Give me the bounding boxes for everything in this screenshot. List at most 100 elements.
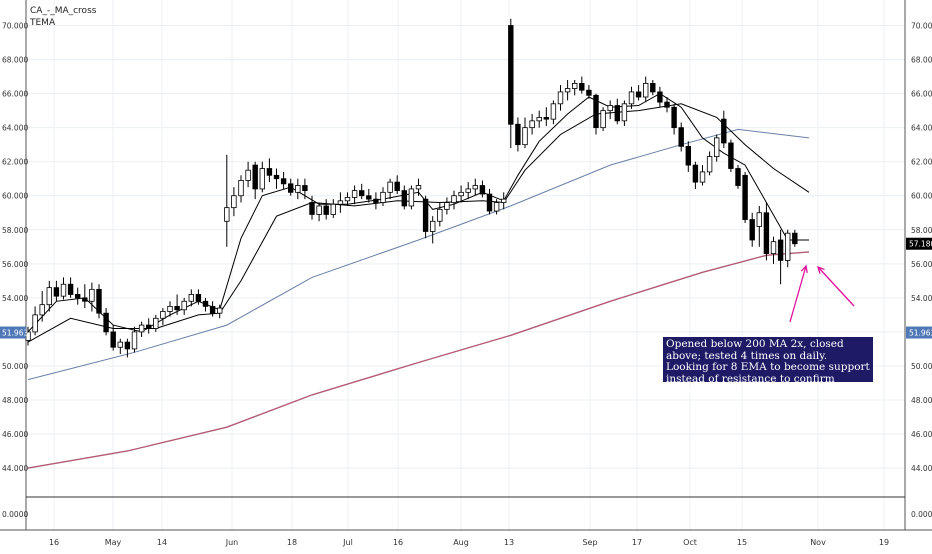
candle-up (714, 137, 720, 157)
moving-average-lines (27, 93, 810, 469)
candle-down (515, 123, 521, 146)
candle-down (614, 105, 620, 122)
candle-down (82, 297, 88, 302)
candle-up (564, 88, 571, 93)
candle-up (46, 287, 52, 306)
candle-down (749, 219, 755, 241)
legend-line-2: TEMA (30, 18, 56, 28)
y-tick-label-left: 64.000 (2, 124, 28, 133)
candle-up (89, 288, 95, 302)
y-tick-label-left: 66.000 (2, 90, 28, 99)
candle-up (160, 311, 166, 319)
x-tick-label: Aug (453, 538, 469, 547)
y-tick-label-right: 66.000 (911, 90, 932, 99)
candle-up (224, 207, 230, 222)
candle-up (60, 283, 67, 297)
candle-up (39, 304, 45, 316)
candle-down (358, 190, 365, 197)
x-tick-label: 17 (632, 538, 642, 547)
candle-up (536, 117, 542, 122)
candle-up (380, 191, 386, 203)
candle-up (458, 191, 464, 197)
candle-down (650, 83, 656, 93)
candle-down (110, 331, 116, 348)
candle-up (188, 294, 194, 302)
candle-down (486, 193, 493, 212)
ma-200-line (27, 251, 810, 469)
legend: CA_-_MA_cross TEMA (30, 5, 96, 29)
y-tick-label-right: 70.000 (911, 22, 932, 31)
y-tick-label-right: 50.000 (911, 362, 932, 371)
y-tick-label-right: 60.000 (911, 192, 932, 201)
x-tick-label: Sep (582, 538, 597, 547)
candle-down (53, 287, 60, 297)
candle-down (586, 89, 592, 96)
candle-up (344, 197, 351, 202)
candle-up (32, 314, 38, 333)
candle-down (302, 185, 308, 192)
candle-down (593, 94, 599, 129)
candle-up (351, 190, 358, 198)
candle-down (287, 183, 294, 193)
candle-down (579, 83, 585, 91)
y-tick-label-right: 58.000 (911, 226, 932, 235)
candle-up (600, 110, 606, 129)
candle-up (245, 169, 251, 181)
candle-down (280, 178, 287, 185)
candle-down (273, 174, 280, 180)
candle-down (664, 101, 670, 108)
candle-down (422, 198, 429, 232)
candle-up (337, 200, 344, 205)
candle-up (131, 331, 138, 350)
candle-up (643, 83, 649, 98)
candle-down (735, 168, 741, 186)
candle-up (387, 181, 393, 193)
y-tick-label-right: 54.000 (911, 294, 932, 303)
price-badge-right-label: 57.180 (909, 240, 932, 249)
candle-up (572, 83, 578, 89)
candle-up (557, 91, 564, 105)
arrow-right (817, 266, 855, 307)
candle-up (259, 168, 265, 190)
price-badge-left-label: 51.963 (2, 329, 28, 338)
candle-up (500, 198, 507, 203)
candle-up (522, 127, 528, 146)
candle-down (67, 283, 74, 295)
y-tick-label-right: 68.000 (911, 56, 932, 65)
candle-down (366, 195, 372, 200)
candle-down (209, 305, 216, 314)
legend-line-1: CA_-_MA_cross (30, 6, 97, 16)
candle-up (699, 171, 706, 183)
candle-up (238, 180, 244, 197)
annotation-box: Opened below 200 MA 2x, closed above; te… (663, 337, 873, 396)
y-tick-label-right: 56.000 (911, 260, 932, 269)
arrow-left-head (800, 264, 808, 274)
candle-down (692, 164, 699, 183)
candle-up (621, 103, 628, 122)
x-tick-label: 19 (879, 538, 889, 547)
candle-down (763, 212, 770, 255)
y-tick-label-left: 62.000 (2, 158, 28, 167)
y-tick-label-right: 62.000 (911, 158, 932, 167)
x-tick-label: Jun (225, 538, 239, 547)
candle-up (706, 156, 713, 173)
y-tick-label-right: 48.000 (911, 396, 932, 405)
annotation-arrows (789, 264, 855, 323)
candle-down (721, 118, 727, 144)
y-tick-label-right: 44.000 (911, 464, 932, 473)
y-tick-label-left: 58.000 (2, 226, 28, 235)
candle-up (138, 324, 145, 333)
candle-down (479, 185, 486, 195)
candle-down (635, 91, 642, 98)
candle-up (316, 205, 322, 215)
candle-down (266, 168, 273, 176)
candle-down (145, 324, 152, 329)
y-tick-label-left: 60.000 (2, 192, 28, 201)
candle-down (401, 190, 407, 207)
gridlines (26, 0, 905, 530)
candle-up (167, 305, 173, 312)
candle-up (117, 341, 123, 348)
